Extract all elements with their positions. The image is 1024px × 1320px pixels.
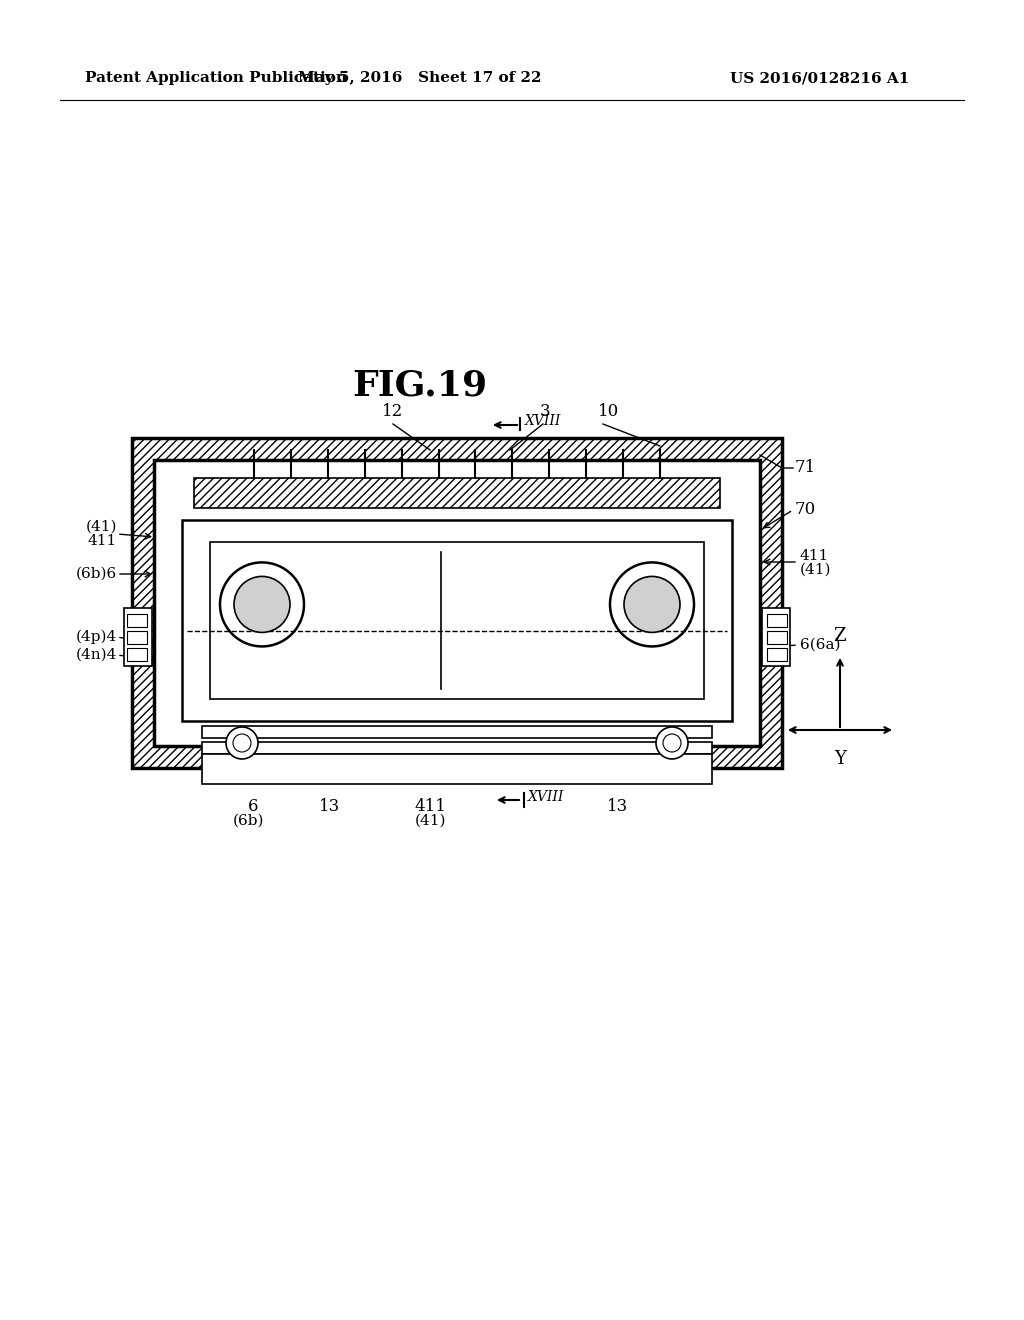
Circle shape <box>610 562 694 647</box>
Circle shape <box>656 727 688 759</box>
Bar <box>127 631 147 644</box>
Text: 411: 411 <box>414 799 445 814</box>
Text: May 5, 2016   Sheet 17 of 22: May 5, 2016 Sheet 17 of 22 <box>298 71 542 84</box>
Bar <box>210 543 705 700</box>
Circle shape <box>624 577 680 632</box>
Bar <box>154 459 760 746</box>
Text: 12: 12 <box>382 403 403 420</box>
Bar <box>194 478 720 508</box>
Bar <box>127 614 147 627</box>
Bar <box>767 614 787 627</box>
Bar <box>182 520 732 721</box>
Text: 13: 13 <box>319 799 341 814</box>
Bar <box>762 607 790 665</box>
Text: XVIII: XVIII <box>528 789 564 804</box>
Bar <box>202 742 712 754</box>
Text: 3: 3 <box>540 403 550 420</box>
Circle shape <box>226 727 258 759</box>
Text: (6b)6: (6b)6 <box>76 568 117 581</box>
Bar <box>202 726 712 738</box>
Text: (41): (41) <box>85 520 117 535</box>
Bar <box>154 459 760 746</box>
Bar <box>202 754 712 784</box>
Bar <box>124 607 152 665</box>
Text: (4p)4: (4p)4 <box>76 630 117 644</box>
Text: (41): (41) <box>415 814 445 828</box>
Circle shape <box>234 577 290 632</box>
Circle shape <box>233 734 251 752</box>
Text: 411: 411 <box>800 549 829 564</box>
Text: 71: 71 <box>795 459 816 477</box>
Text: 6(6a): 6(6a) <box>800 638 841 652</box>
Text: 70: 70 <box>795 502 816 519</box>
Text: (41): (41) <box>800 564 831 577</box>
Bar <box>127 648 147 660</box>
Bar <box>132 438 782 768</box>
Text: Patent Application Publication: Patent Application Publication <box>85 71 347 84</box>
Bar <box>767 631 787 644</box>
Text: (6b): (6b) <box>232 814 264 828</box>
Text: 411: 411 <box>88 535 117 548</box>
Text: Y: Y <box>835 750 846 768</box>
Circle shape <box>663 734 681 752</box>
Text: US 2016/0128216 A1: US 2016/0128216 A1 <box>730 71 909 84</box>
Circle shape <box>220 562 304 647</box>
Text: 10: 10 <box>598 403 620 420</box>
Text: Z: Z <box>834 627 846 645</box>
Text: 6: 6 <box>248 799 258 814</box>
Text: XVIII: XVIII <box>525 414 561 428</box>
Text: 13: 13 <box>607 799 629 814</box>
Text: FIG.19: FIG.19 <box>352 368 487 403</box>
Bar <box>767 648 787 660</box>
Text: (4n)4: (4n)4 <box>76 648 117 663</box>
